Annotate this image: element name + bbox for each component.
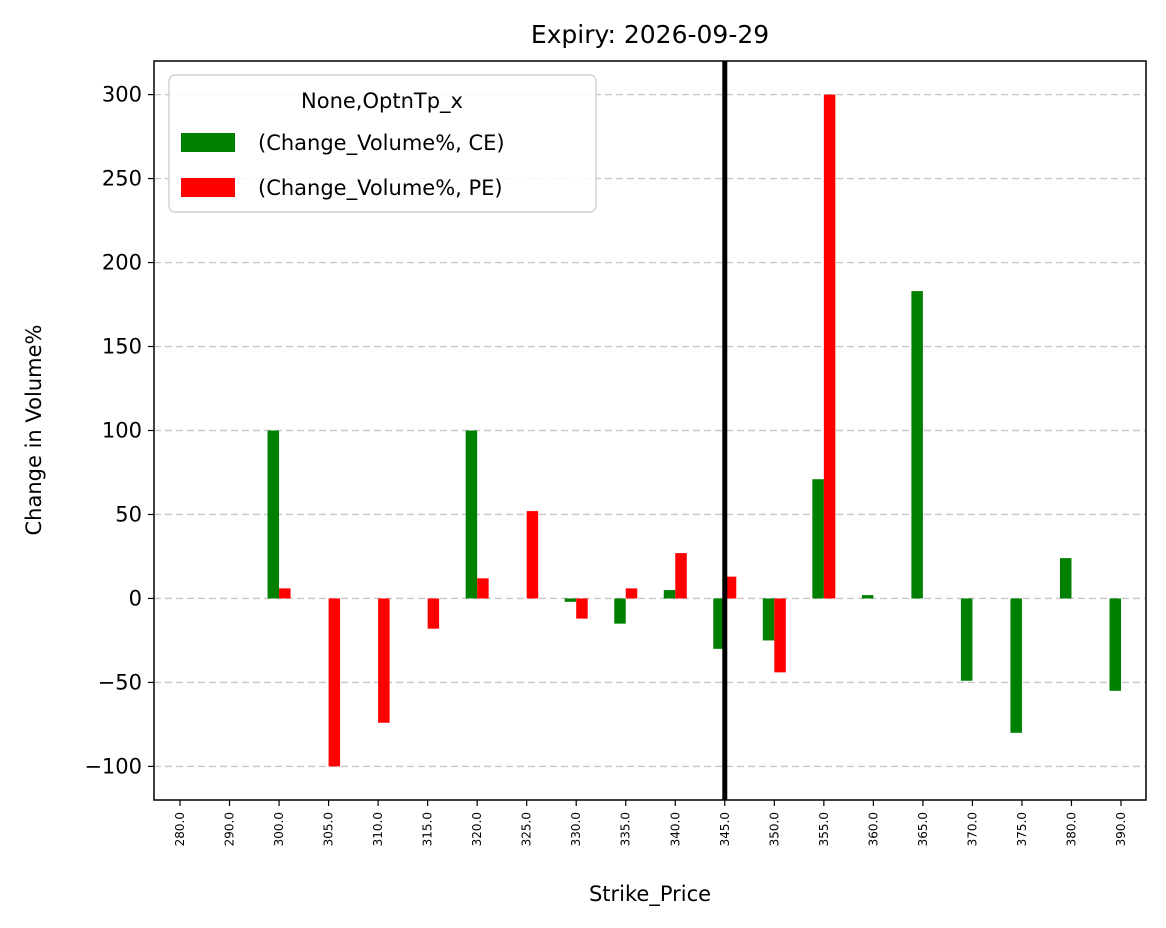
x-tick-label: 340.0 bbox=[668, 812, 682, 846]
x-tick-label: 350.0 bbox=[767, 812, 781, 846]
bar-ce bbox=[663, 590, 676, 599]
x-tick-label: 375.0 bbox=[1015, 812, 1029, 846]
bars bbox=[267, 94, 1121, 767]
x-axis-label: Strike_Price bbox=[589, 882, 711, 907]
bar-ce bbox=[1109, 598, 1121, 691]
bar-pe bbox=[823, 94, 836, 599]
y-tick-label: 0 bbox=[129, 586, 142, 610]
bar-pe bbox=[724, 576, 737, 599]
bar-pe bbox=[675, 553, 687, 599]
y-tick-label: 100 bbox=[102, 419, 142, 443]
x-tick-label: 370.0 bbox=[965, 812, 979, 846]
legend-entry: (Change_Volume%, CE) bbox=[258, 131, 505, 156]
bar-ce bbox=[267, 430, 280, 599]
bar-ce bbox=[762, 598, 775, 641]
bar-pe bbox=[279, 588, 291, 599]
bar-pe bbox=[526, 511, 539, 599]
bar-pe bbox=[774, 598, 786, 673]
bar-ce bbox=[614, 598, 626, 624]
x-tick-label: 330.0 bbox=[569, 812, 583, 846]
legend-swatch bbox=[181, 133, 235, 152]
bar-ce bbox=[960, 598, 973, 681]
x-tick-label: 310.0 bbox=[371, 812, 385, 846]
y-tick-label: −100 bbox=[84, 754, 142, 778]
bar-ce bbox=[861, 595, 874, 599]
legend: None,OptnTp_x (Change_Volume%, CE) (Change… bbox=[168, 74, 597, 213]
bar-pe bbox=[477, 578, 489, 599]
bar-ce bbox=[1059, 558, 1072, 599]
x-tick-label: 380.0 bbox=[1064, 812, 1078, 846]
y-tick-label: −50 bbox=[98, 670, 142, 694]
legend-entry: (Change_Volume%, PE) bbox=[258, 176, 503, 201]
x-tick-label: 335.0 bbox=[619, 812, 633, 846]
bar-ce bbox=[564, 598, 577, 602]
y-tick-label: 50 bbox=[115, 502, 142, 526]
bar-ce bbox=[465, 430, 478, 599]
x-tick-label: 290.0 bbox=[223, 812, 237, 846]
legend-swatch bbox=[181, 178, 235, 197]
x-tick-label: 300.0 bbox=[272, 812, 286, 846]
legend-box bbox=[168, 74, 597, 213]
y-tick-label: 300 bbox=[102, 83, 142, 107]
legend-title: None,OptnTp_x bbox=[301, 89, 463, 114]
bar-ce bbox=[1010, 598, 1022, 733]
bar-ce bbox=[812, 479, 824, 599]
bar-pe bbox=[328, 598, 341, 767]
bar-ce bbox=[713, 598, 725, 649]
grid-lines bbox=[154, 93, 1146, 768]
bar-ce bbox=[911, 291, 923, 599]
x-tick-label: 280.0 bbox=[173, 812, 187, 846]
bar-pe bbox=[576, 598, 588, 619]
bar-pe bbox=[378, 598, 390, 723]
bar-pe bbox=[625, 588, 638, 599]
chart-title: Expiry: 2026-09-29 bbox=[531, 20, 769, 49]
x-tick-label: 315.0 bbox=[421, 812, 435, 846]
y-axis-label: Change in Volume% bbox=[22, 325, 46, 536]
bar-pe bbox=[427, 598, 440, 629]
x-tick-label: 305.0 bbox=[322, 812, 336, 846]
y-tick-label: 250 bbox=[102, 167, 142, 191]
x-tick-label: 320.0 bbox=[470, 812, 484, 846]
x-tick-label: 325.0 bbox=[520, 812, 534, 846]
y-tick-label: 200 bbox=[102, 251, 142, 275]
x-tick-label: 390.0 bbox=[1114, 812, 1128, 846]
x-tick-label: 360.0 bbox=[866, 812, 880, 846]
x-axis: 280.0 290.0 300.0 305.0 310.0 315.0 320.0 325.0… bbox=[173, 800, 1128, 846]
x-tick-label: 355.0 bbox=[817, 812, 831, 846]
y-axis: −100 −50 0 50 100 150 200 250 300 bbox=[84, 83, 154, 778]
x-tick-label: 365.0 bbox=[916, 812, 930, 846]
x-tick-label: 345.0 bbox=[718, 812, 732, 846]
y-tick-label: 150 bbox=[102, 335, 142, 359]
